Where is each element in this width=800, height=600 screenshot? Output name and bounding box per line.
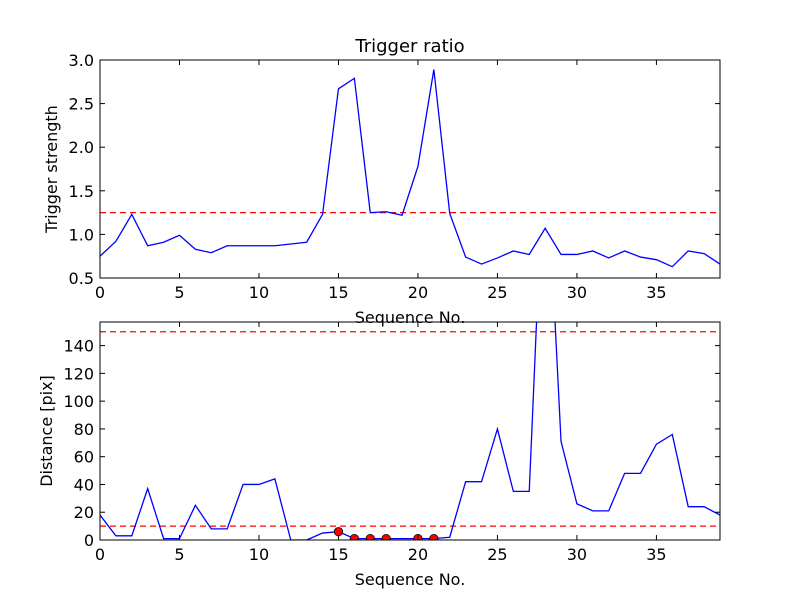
x-tick-label: 30 [567,545,587,564]
axes-frame [99,59,721,279]
plot-area [100,322,720,540]
y-tick-label: 40 [74,475,94,494]
distance-panel: 0 5 10 15 20 25 30 35 0 20 40 60 80 100 120 140 Sequenc… [37,321,721,589]
x-tick-label: 15 [328,283,348,302]
y-tick-label: 140 [63,337,94,356]
x-tick-label: 5 [174,283,184,302]
x-axis-label: Sequence No. [355,570,466,589]
y-tick-label: 120 [63,364,94,383]
y-tick-label: 3.0 [69,51,94,70]
x-tick-label: 35 [646,283,666,302]
y-tick-label: 100 [63,392,94,411]
plot-area [100,69,720,268]
y-tick-label: 2.5 [69,95,94,114]
y-tick-label: 2.0 [69,138,94,157]
y-axis-label: Trigger strength [42,105,61,234]
y-tick-label: 1.0 [69,225,94,244]
x-tick-label: 5 [174,545,184,564]
x-tick-label: 20 [408,283,428,302]
x-tick-label: 0 [95,545,105,564]
x-tick-label: 25 [487,283,507,302]
data-point-marker [429,534,439,540]
x-tick-label: 10 [249,283,269,302]
x-tick-label: 25 [487,545,507,564]
distance-plot [100,322,720,540]
chart-title: Trigger ratio [354,36,464,57]
x-tick-label: 35 [646,545,666,564]
y-tick-label: 20 [74,503,94,522]
x-tick-label: 10 [249,545,269,564]
axes-frame [99,321,721,541]
x-tick-label: 15 [328,545,348,564]
y-tick-label: 1.5 [69,182,94,201]
y-axis-label: Distance [pix] [37,375,56,487]
y-tick-label: 0.5 [69,269,94,288]
data-point-marker [365,534,375,540]
data-point-marker [333,527,344,537]
x-tick-label: 0 [95,283,105,302]
x-axis-label: Sequence No. [355,308,466,327]
x-tick-label: 20 [408,545,428,564]
trigger-ratio-ticks: 0 5 10 15 20 25 30 35 0.5 1.0 1.5 2.0 2.5 3.0 [69,51,720,302]
trigger-ratio-panel: Trigger ratio 0 5 10 15 20 25 30 35 0.5 1.0 1.5 2.0… [42,36,721,327]
data-point-marker [349,534,359,540]
series-line [100,69,720,268]
distance-ticks: 0 5 10 15 20 25 30 35 0 20 40 60 80 100 120 140 [63,322,720,564]
x-tick-label: 30 [567,283,587,302]
data-point-marker [381,534,391,540]
y-tick-label: 80 [74,420,94,439]
series-line [100,322,720,540]
y-tick-label: 0 [84,531,94,550]
y-tick-label: 60 [74,448,94,467]
trigger-ratio-plot [100,69,720,268]
